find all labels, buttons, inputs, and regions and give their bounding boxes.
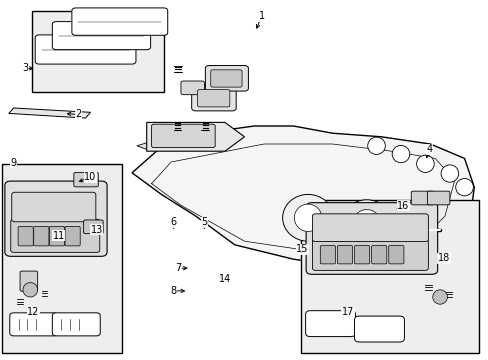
FancyBboxPatch shape [34, 226, 49, 246]
Text: 11: 11 [52, 231, 65, 241]
FancyBboxPatch shape [371, 246, 386, 264]
Text: 2: 2 [75, 109, 81, 120]
Polygon shape [137, 137, 176, 149]
FancyBboxPatch shape [12, 192, 96, 222]
Bar [300, 200, 478, 353]
FancyBboxPatch shape [337, 246, 352, 264]
FancyBboxPatch shape [320, 246, 335, 264]
FancyBboxPatch shape [427, 191, 449, 205]
FancyBboxPatch shape [49, 226, 64, 246]
FancyBboxPatch shape [181, 81, 204, 95]
FancyBboxPatch shape [410, 191, 433, 205]
Text: 17: 17 [341, 307, 354, 318]
FancyBboxPatch shape [305, 203, 437, 274]
FancyBboxPatch shape [312, 239, 427, 270]
Bar [2, 164, 122, 353]
Text: 3: 3 [22, 63, 28, 73]
FancyBboxPatch shape [74, 172, 98, 187]
Text: 16: 16 [396, 201, 409, 211]
Ellipse shape [416, 155, 433, 172]
FancyBboxPatch shape [65, 226, 80, 246]
FancyBboxPatch shape [191, 85, 236, 111]
Text: 4: 4 [426, 144, 431, 154]
Text: 8: 8 [170, 286, 176, 296]
Text: 6: 6 [170, 217, 176, 228]
Text: 12: 12 [27, 307, 40, 318]
Bar [32, 11, 163, 92]
FancyBboxPatch shape [5, 181, 107, 256]
Polygon shape [132, 126, 473, 266]
FancyBboxPatch shape [18, 226, 33, 246]
Ellipse shape [23, 283, 38, 297]
FancyBboxPatch shape [305, 311, 355, 337]
Ellipse shape [282, 194, 333, 241]
Ellipse shape [294, 204, 321, 231]
FancyBboxPatch shape [354, 246, 369, 264]
FancyBboxPatch shape [72, 8, 167, 35]
Ellipse shape [440, 165, 458, 182]
Ellipse shape [367, 137, 385, 154]
Text: 5: 5 [201, 217, 207, 228]
Ellipse shape [432, 290, 447, 304]
FancyBboxPatch shape [11, 219, 100, 252]
Text: 10: 10 [84, 172, 97, 182]
Text: 13: 13 [90, 225, 103, 235]
FancyBboxPatch shape [52, 313, 100, 336]
FancyBboxPatch shape [205, 66, 248, 91]
FancyBboxPatch shape [10, 313, 58, 336]
FancyBboxPatch shape [197, 90, 229, 107]
Polygon shape [9, 108, 90, 118]
Text: 14: 14 [218, 274, 231, 284]
Ellipse shape [352, 210, 380, 237]
FancyBboxPatch shape [35, 35, 136, 64]
Text: 9: 9 [11, 158, 17, 168]
Ellipse shape [455, 179, 472, 196]
FancyBboxPatch shape [20, 271, 38, 291]
FancyBboxPatch shape [52, 22, 150, 50]
FancyBboxPatch shape [210, 70, 242, 87]
Polygon shape [146, 122, 244, 151]
Text: 7: 7 [175, 263, 181, 273]
FancyBboxPatch shape [151, 124, 215, 148]
Text: 18: 18 [437, 253, 449, 264]
Text: 15: 15 [295, 244, 308, 254]
FancyBboxPatch shape [388, 246, 403, 264]
FancyBboxPatch shape [83, 220, 103, 234]
FancyBboxPatch shape [354, 316, 404, 342]
Ellipse shape [341, 200, 391, 247]
Ellipse shape [391, 145, 409, 163]
FancyBboxPatch shape [312, 214, 427, 242]
Text: 1: 1 [258, 11, 264, 21]
